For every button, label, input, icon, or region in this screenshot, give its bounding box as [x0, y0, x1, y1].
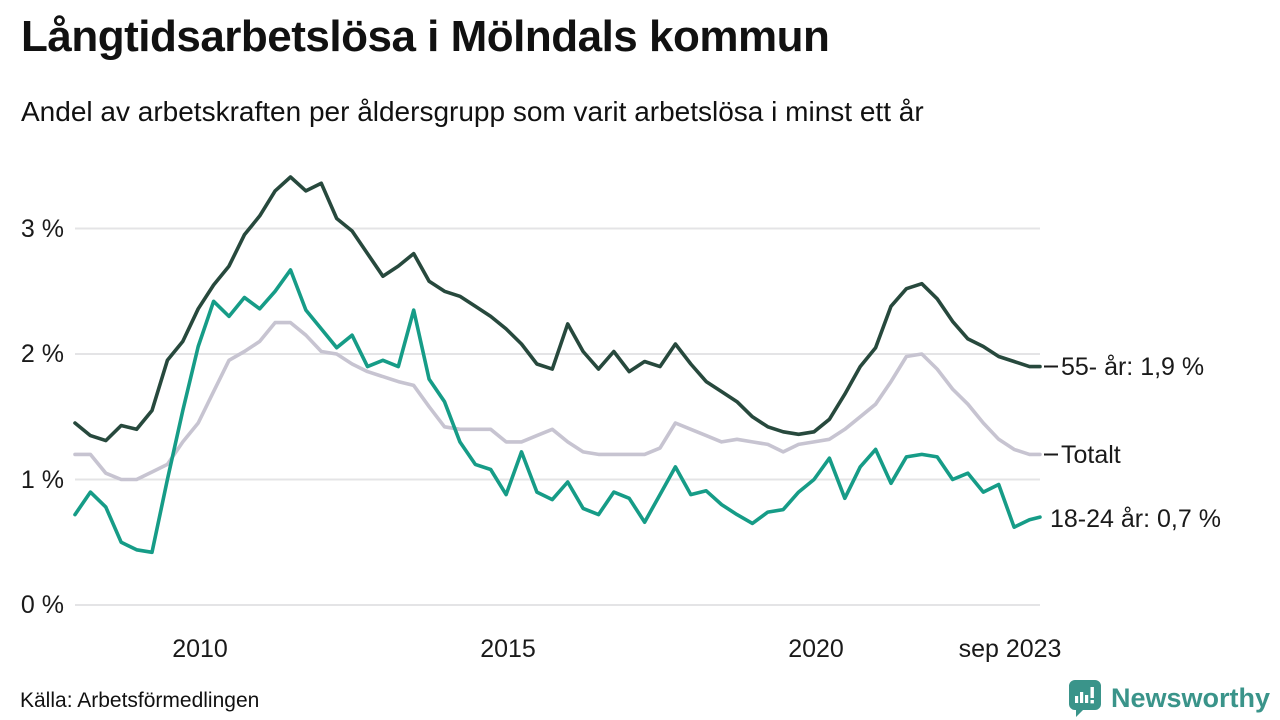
- series-total-line: [73, 320, 1042, 482]
- series-55-line: [73, 175, 1042, 443]
- newsworthy-logo: Newsworthy: [1065, 678, 1270, 718]
- x-tick-2010: 2010: [172, 635, 228, 663]
- page-title: Långtidsarbetslösa i Mölndals kommun: [21, 12, 830, 61]
- y-tick-2: 2 %: [21, 340, 64, 368]
- x-axis: 2010 2015 2020 sep 2023: [172, 635, 1061, 663]
- gridlines: [75, 227, 1040, 606]
- y-axis: 0 % 1 % 2 % 3 %: [21, 215, 64, 619]
- x-tick-sep2023: sep 2023: [959, 635, 1062, 663]
- x-tick-2020: 2020: [788, 635, 844, 663]
- chart-subtitle: Andel av arbetskraften per åldersgrupp s…: [21, 96, 924, 127]
- newsworthy-wordmark: Newsworthy: [1110, 682, 1270, 713]
- annotation-total: Totalt: [1061, 441, 1121, 469]
- bar-chart-speech-bubble-icon: [1068, 680, 1101, 717]
- annotation-55: 55- år: 1,9 %: [1061, 353, 1204, 381]
- series-end-labels: 55- år: 1,9 % Totalt 18-24 år: 0,7 %: [1044, 353, 1221, 533]
- x-tick-2015: 2015: [480, 635, 536, 663]
- series-lines: [73, 175, 1042, 555]
- y-tick-0: 0 %: [21, 591, 64, 619]
- y-tick-3: 3 %: [21, 215, 64, 243]
- annotation-18-24: 18-24 år: 0,7 %: [1050, 505, 1221, 533]
- source-note: Källa: Arbetsförmedlingen: [20, 689, 260, 712]
- y-tick-1: 1 %: [21, 466, 64, 494]
- series-18-24-line: [73, 268, 1042, 555]
